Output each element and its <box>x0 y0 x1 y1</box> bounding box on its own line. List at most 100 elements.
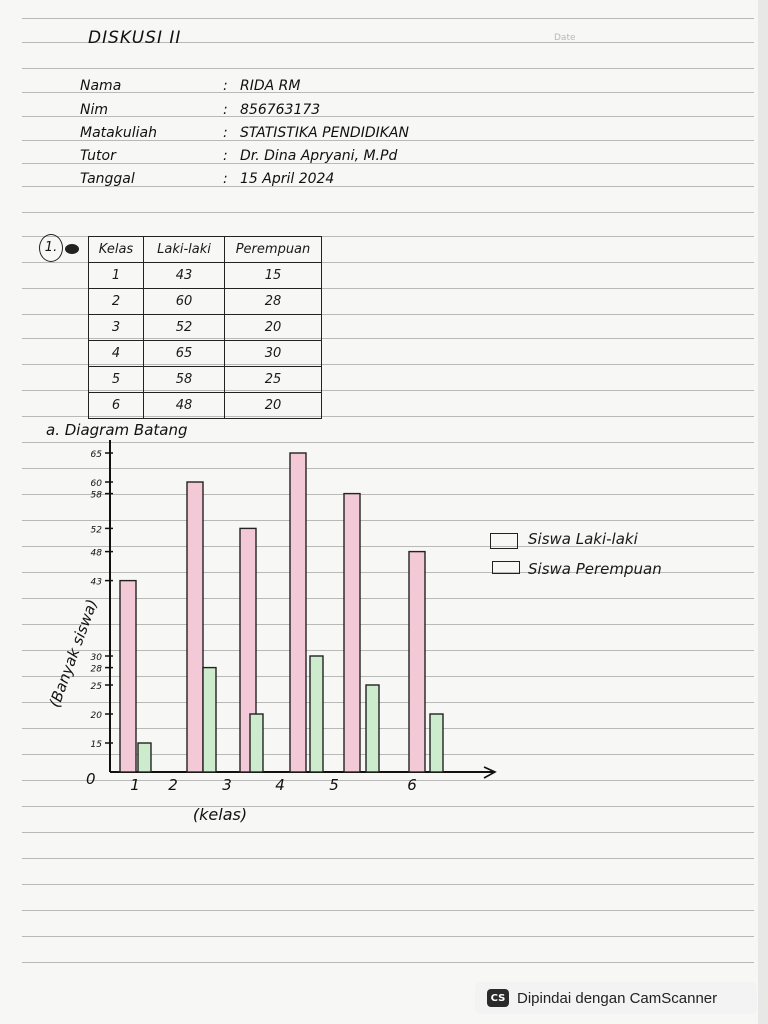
ruled-line <box>22 314 754 315</box>
table-cell: 4 <box>88 340 144 367</box>
camscanner-watermark: CS Dipindai dengan CamScanner <box>475 982 757 1014</box>
y-tick-label: 58 <box>91 491 103 501</box>
info-colon: : <box>223 148 228 164</box>
ruled-line <box>22 910 754 911</box>
y-tick-label: 20 <box>91 711 103 721</box>
ruled-line <box>22 936 754 937</box>
ruled-line <box>22 858 754 859</box>
x-tick-label: 4 <box>275 776 285 794</box>
info-label: Tutor <box>80 148 116 164</box>
ruled-line <box>22 163 754 164</box>
bar-female <box>309 655 324 773</box>
ruled-line <box>22 520 754 521</box>
ruled-line <box>22 624 754 625</box>
bar-female <box>429 713 444 773</box>
y-tick-label: 15 <box>91 740 103 750</box>
x-tick-label: 1 <box>130 776 140 794</box>
bar-female <box>137 742 152 773</box>
table-cell: 1 <box>88 262 144 289</box>
ruled-line <box>22 468 754 469</box>
table-row: 2 60 28 <box>88 288 322 315</box>
bar-male <box>239 527 257 773</box>
bar-female <box>365 684 380 773</box>
ruled-line <box>22 186 754 187</box>
ruled-line <box>22 806 754 807</box>
table-header: Kelas <box>88 236 144 263</box>
info-value: 15 April 2024 <box>240 171 335 187</box>
ruled-line <box>22 494 754 495</box>
info-label: Tanggal <box>80 171 135 187</box>
y-tick-label: 48 <box>91 549 103 559</box>
ruled-line <box>22 780 754 781</box>
x-tick-label: 5 <box>329 776 339 794</box>
bar-male <box>343 492 361 773</box>
table-row: 3 52 20 <box>88 314 322 341</box>
table-header: Perempuan <box>224 236 322 263</box>
camscanner-logo-icon: CS <box>487 989 509 1007</box>
info-colon: : <box>223 78 228 94</box>
bar-female <box>249 713 264 773</box>
table-header-row: Kelas Laki-laki Perempuan <box>88 236 322 263</box>
ruled-line <box>22 116 754 117</box>
table-row: 6 48 20 <box>88 392 322 419</box>
ruled-line <box>22 338 754 339</box>
camscanner-text: Dipindai dengan CamScanner <box>517 989 718 1007</box>
ruled-line <box>22 364 754 365</box>
ruled-line <box>22 390 754 391</box>
ruled-line <box>22 884 754 885</box>
info-label: Nama <box>80 78 122 94</box>
y-tick-label: 60 <box>91 479 103 489</box>
bar-male <box>186 481 204 773</box>
ruled-line <box>22 676 754 677</box>
ruled-line <box>22 42 754 43</box>
table-cell: 5 <box>88 366 144 393</box>
table-header: Laki-laki <box>143 236 225 263</box>
info-colon: : <box>223 102 228 118</box>
question-number: 1. <box>39 234 63 262</box>
x-tick-label: 3 <box>222 776 232 794</box>
ruled-line <box>22 236 754 237</box>
ruled-line <box>22 416 754 417</box>
ruled-line <box>22 572 754 573</box>
x-tick-label: 2 <box>168 776 178 794</box>
y-tick-label: 43 <box>91 578 103 588</box>
table-cell: 15 <box>224 262 322 289</box>
table-row: 4 65 30 <box>88 340 322 367</box>
info-label: Nim <box>80 102 108 118</box>
x-tick-label: 6 <box>407 776 417 794</box>
table-cell: 3 <box>88 314 144 341</box>
y-tick-label: 28 <box>91 665 103 675</box>
ruled-line <box>22 68 754 69</box>
table-cell: 6 <box>88 392 144 419</box>
table-cell: 20 <box>224 392 322 419</box>
info-colon: : <box>223 125 228 141</box>
ruled-line <box>22 754 754 755</box>
legend-label-male: Siswa Laki-laki <box>528 530 638 548</box>
ruled-line <box>22 962 754 963</box>
legend-label-female: Siswa Perempuan <box>528 560 662 578</box>
table-cell: 60 <box>143 288 225 315</box>
ruled-line <box>22 262 754 263</box>
ruled-line <box>22 140 754 141</box>
legend-swatch-male <box>490 533 518 549</box>
ruled-line <box>22 212 754 213</box>
y-tick-label: 30 <box>91 653 103 663</box>
table-cell: 48 <box>143 392 225 419</box>
data-table: Kelas Laki-laki Perempuan 1 43 15 2 60 2… <box>88 236 322 419</box>
ruled-line <box>22 832 754 833</box>
table-cell: 28 <box>224 288 322 315</box>
origin-label: 0 <box>86 770 96 788</box>
info-value: Dr. Dina Apryani, M.Pd <box>240 148 398 164</box>
bar-female <box>202 666 217 773</box>
ruled-line <box>22 288 754 289</box>
info-colon: : <box>223 171 228 187</box>
bar-male <box>408 550 426 773</box>
y-tick-label: 52 <box>91 525 103 535</box>
section-label: a. Diagram Batang <box>46 421 188 439</box>
table-cell: 52 <box>143 314 225 341</box>
legend-swatch-female <box>492 561 520 574</box>
table-cell: 2 <box>88 288 144 315</box>
info-value: STATISTIKA PENDIDIKAN <box>240 125 409 141</box>
